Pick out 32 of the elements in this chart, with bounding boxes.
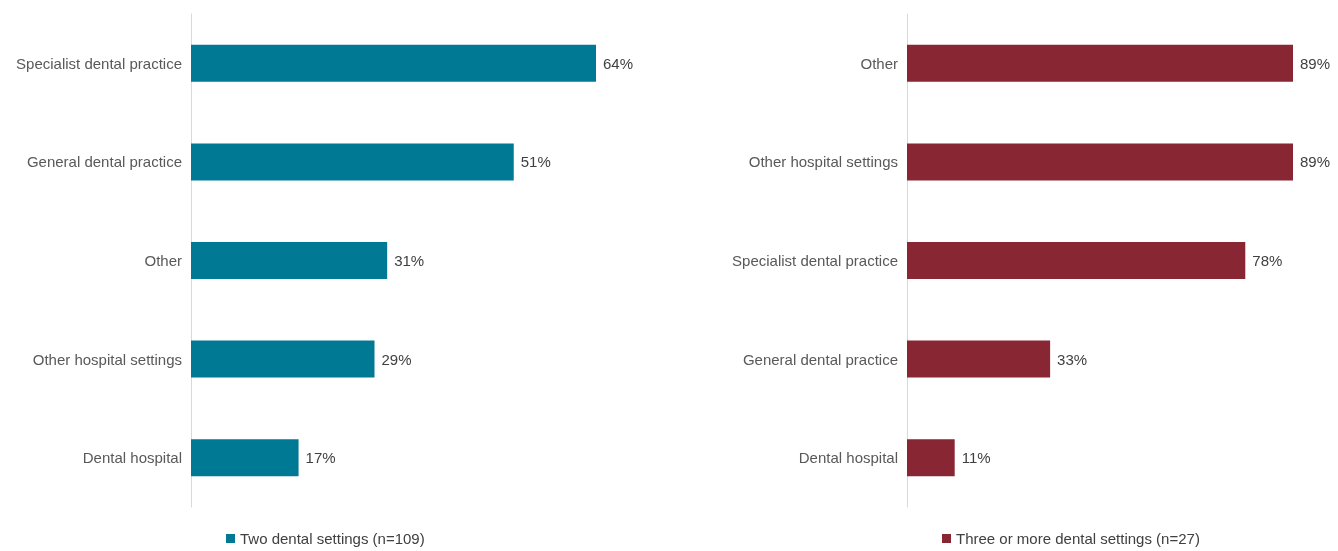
y-tick-label: General dental practice xyxy=(742,350,898,368)
y-tick-label: Dental hospital xyxy=(82,449,182,467)
data-label: 29% xyxy=(381,350,412,368)
y-tick-label: Other xyxy=(860,54,898,72)
bar xyxy=(191,143,514,181)
data-label: 31% xyxy=(394,252,425,269)
data-label: 64% xyxy=(603,54,634,72)
data-label: 89% xyxy=(1300,54,1331,72)
legend-label: Two dental settings (n=109) xyxy=(240,530,425,547)
y-tick-label: Specialist dental practice xyxy=(16,54,182,72)
bar xyxy=(907,439,955,477)
data-label: 89% xyxy=(1300,153,1331,171)
legend-label: Three or more dental settings (n=27) xyxy=(956,530,1200,547)
y-tick-label: Specialist dental practice xyxy=(732,252,898,269)
bar xyxy=(191,439,299,477)
data-label: 33% xyxy=(1057,350,1088,368)
data-label: 51% xyxy=(520,153,551,171)
bar xyxy=(907,44,1293,82)
y-tick-label: Dental hospital xyxy=(798,449,898,467)
bar xyxy=(191,44,596,82)
y-tick-label: Other xyxy=(144,252,182,269)
bar xyxy=(191,242,388,279)
data-label: 78% xyxy=(1252,252,1283,269)
y-tick-label: General dental practice xyxy=(26,153,182,171)
y-tick-label: Other hospital settings xyxy=(32,350,182,368)
bar xyxy=(907,143,1293,181)
bar xyxy=(907,242,1246,279)
bar xyxy=(191,340,375,378)
data-label: 17% xyxy=(305,449,336,467)
bar xyxy=(907,340,1051,378)
y-tick-label: Other hospital settings xyxy=(748,153,898,171)
data-label: 11% xyxy=(961,449,991,467)
